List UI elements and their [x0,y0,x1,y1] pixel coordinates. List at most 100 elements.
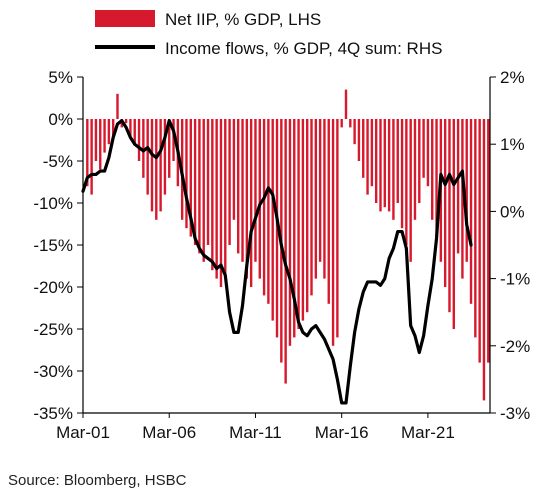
net-iip-bar [111,119,115,136]
net-iip-bar [293,119,296,338]
x-axis-ticks: Mar-01 Mar-06 Mar-11 Mar-16 Mar-21 [56,413,455,442]
net-iip-bar [482,119,486,401]
net-iip-bar [168,119,171,178]
net-iip-bar [353,119,356,145]
legend: Net IIP, % GDP, LHS Income flows, % GDP,… [95,10,442,58]
net-iip-bar [262,119,266,296]
right-tick-label: 1% [500,135,525,154]
net-iip-bar [469,119,473,304]
net-iip-bar [219,119,223,287]
x-tick-label: Mar-06 [142,423,196,442]
net-iip-bar [426,119,430,187]
net-iip-bar [245,119,249,279]
net-iip-bar [461,119,464,279]
net-iip-bar [271,119,274,321]
net-iip-bar [340,119,343,128]
left-tick-label: -25% [33,320,73,339]
net-iip-bar [336,119,339,338]
net-iip-bar [193,119,197,245]
right-tick-label: 0% [500,202,525,221]
right-tick-label: -3% [500,404,530,423]
x-tick-label: Mar-16 [315,423,369,442]
net-iip-bar [409,119,412,262]
net-iip-bar [405,119,408,245]
net-iip-bar [387,119,391,212]
net-iip-bar [297,119,300,329]
net-iip-bar [288,119,292,346]
legend-label-income-flows: Income flows, % GDP, 4Q sum: RHS [165,39,442,58]
net-iip-bar [331,119,335,346]
net-iip-bar [400,119,404,229]
net-iip-bar [129,119,132,136]
net-iip-bar [116,93,119,119]
net-iip-bar [224,119,227,279]
net-iip-bar [172,119,175,161]
net-iip-bar [392,119,395,220]
source-note: Source: Bloomberg, HSBC [8,472,187,489]
net-iip-bar [396,119,399,203]
net-iip-bar [198,119,201,254]
net-iip-bar [349,119,352,128]
net-iip-bar [318,119,322,262]
net-iip-bar [163,119,167,195]
legend-label-net-iip: Net IIP, % GDP, LHS [165,10,321,29]
net-iip-bar [133,119,136,145]
net-iip-bar [431,119,434,220]
net-iip-bar [362,119,365,178]
net-iip-bar [232,119,236,220]
net-iip-bar [413,119,417,220]
net-iip-bar [94,119,98,161]
net-iip-bar [103,119,106,153]
net-iip-bar [418,119,421,203]
net-iip-bar [211,119,214,271]
net-iip-bar [452,119,455,329]
net-iip-bar [90,119,93,195]
net-iip-bar [142,119,145,178]
net-iip-bar [146,119,149,195]
right-tick-label: -1% [500,270,530,289]
right-axis-ticks: 2% 1% 0% -1% -2% -3% [490,68,530,423]
net-iip-bar [237,119,240,254]
net-iip-bar [370,119,374,187]
net-iip-bar [202,119,205,262]
net-iip-bar [435,119,438,237]
net-iip-bar [323,119,326,279]
net-iip-bar [374,119,378,203]
net-iip-bar [366,119,369,195]
net-iip-bar [267,119,270,304]
net-iip-bar [86,119,89,187]
net-iip-bar [314,119,318,279]
net-iip-bar [310,119,313,296]
net-iip-bar [443,119,447,287]
net-iip-bar [465,119,468,262]
left-tick-label: -15% [33,236,73,255]
net-iip-bar [474,119,477,338]
left-tick-label: -5% [43,152,73,171]
net-iip-bar [206,119,210,245]
right-tick-label: -2% [500,337,530,356]
net-iip-bar [241,119,244,262]
net-iip-bar [185,119,188,229]
legend-swatch-net-iip [95,10,155,27]
left-tick-label: -10% [33,194,73,213]
net-iip-bar [150,119,154,212]
net-iip-bar [379,119,382,212]
x-tick-label: Mar-21 [401,423,455,442]
net-iip-bar [254,119,257,262]
net-iip-bar [422,119,425,178]
net-iip-bar [189,119,192,237]
net-iip-bar [487,119,490,363]
net-iip-bar [456,119,460,254]
net-iip-bar [344,89,348,119]
net-iip-bar [327,119,330,304]
net-iip-bar [99,119,102,170]
net-iip-bars [86,89,490,401]
net-iip-bar [448,119,451,313]
net-iip-bar [301,119,305,321]
left-tick-label: -20% [33,278,73,297]
x-tick-label: Mar-11 [229,423,282,442]
left-tick-label: -35% [33,404,73,423]
net-iip-bar [258,119,261,279]
